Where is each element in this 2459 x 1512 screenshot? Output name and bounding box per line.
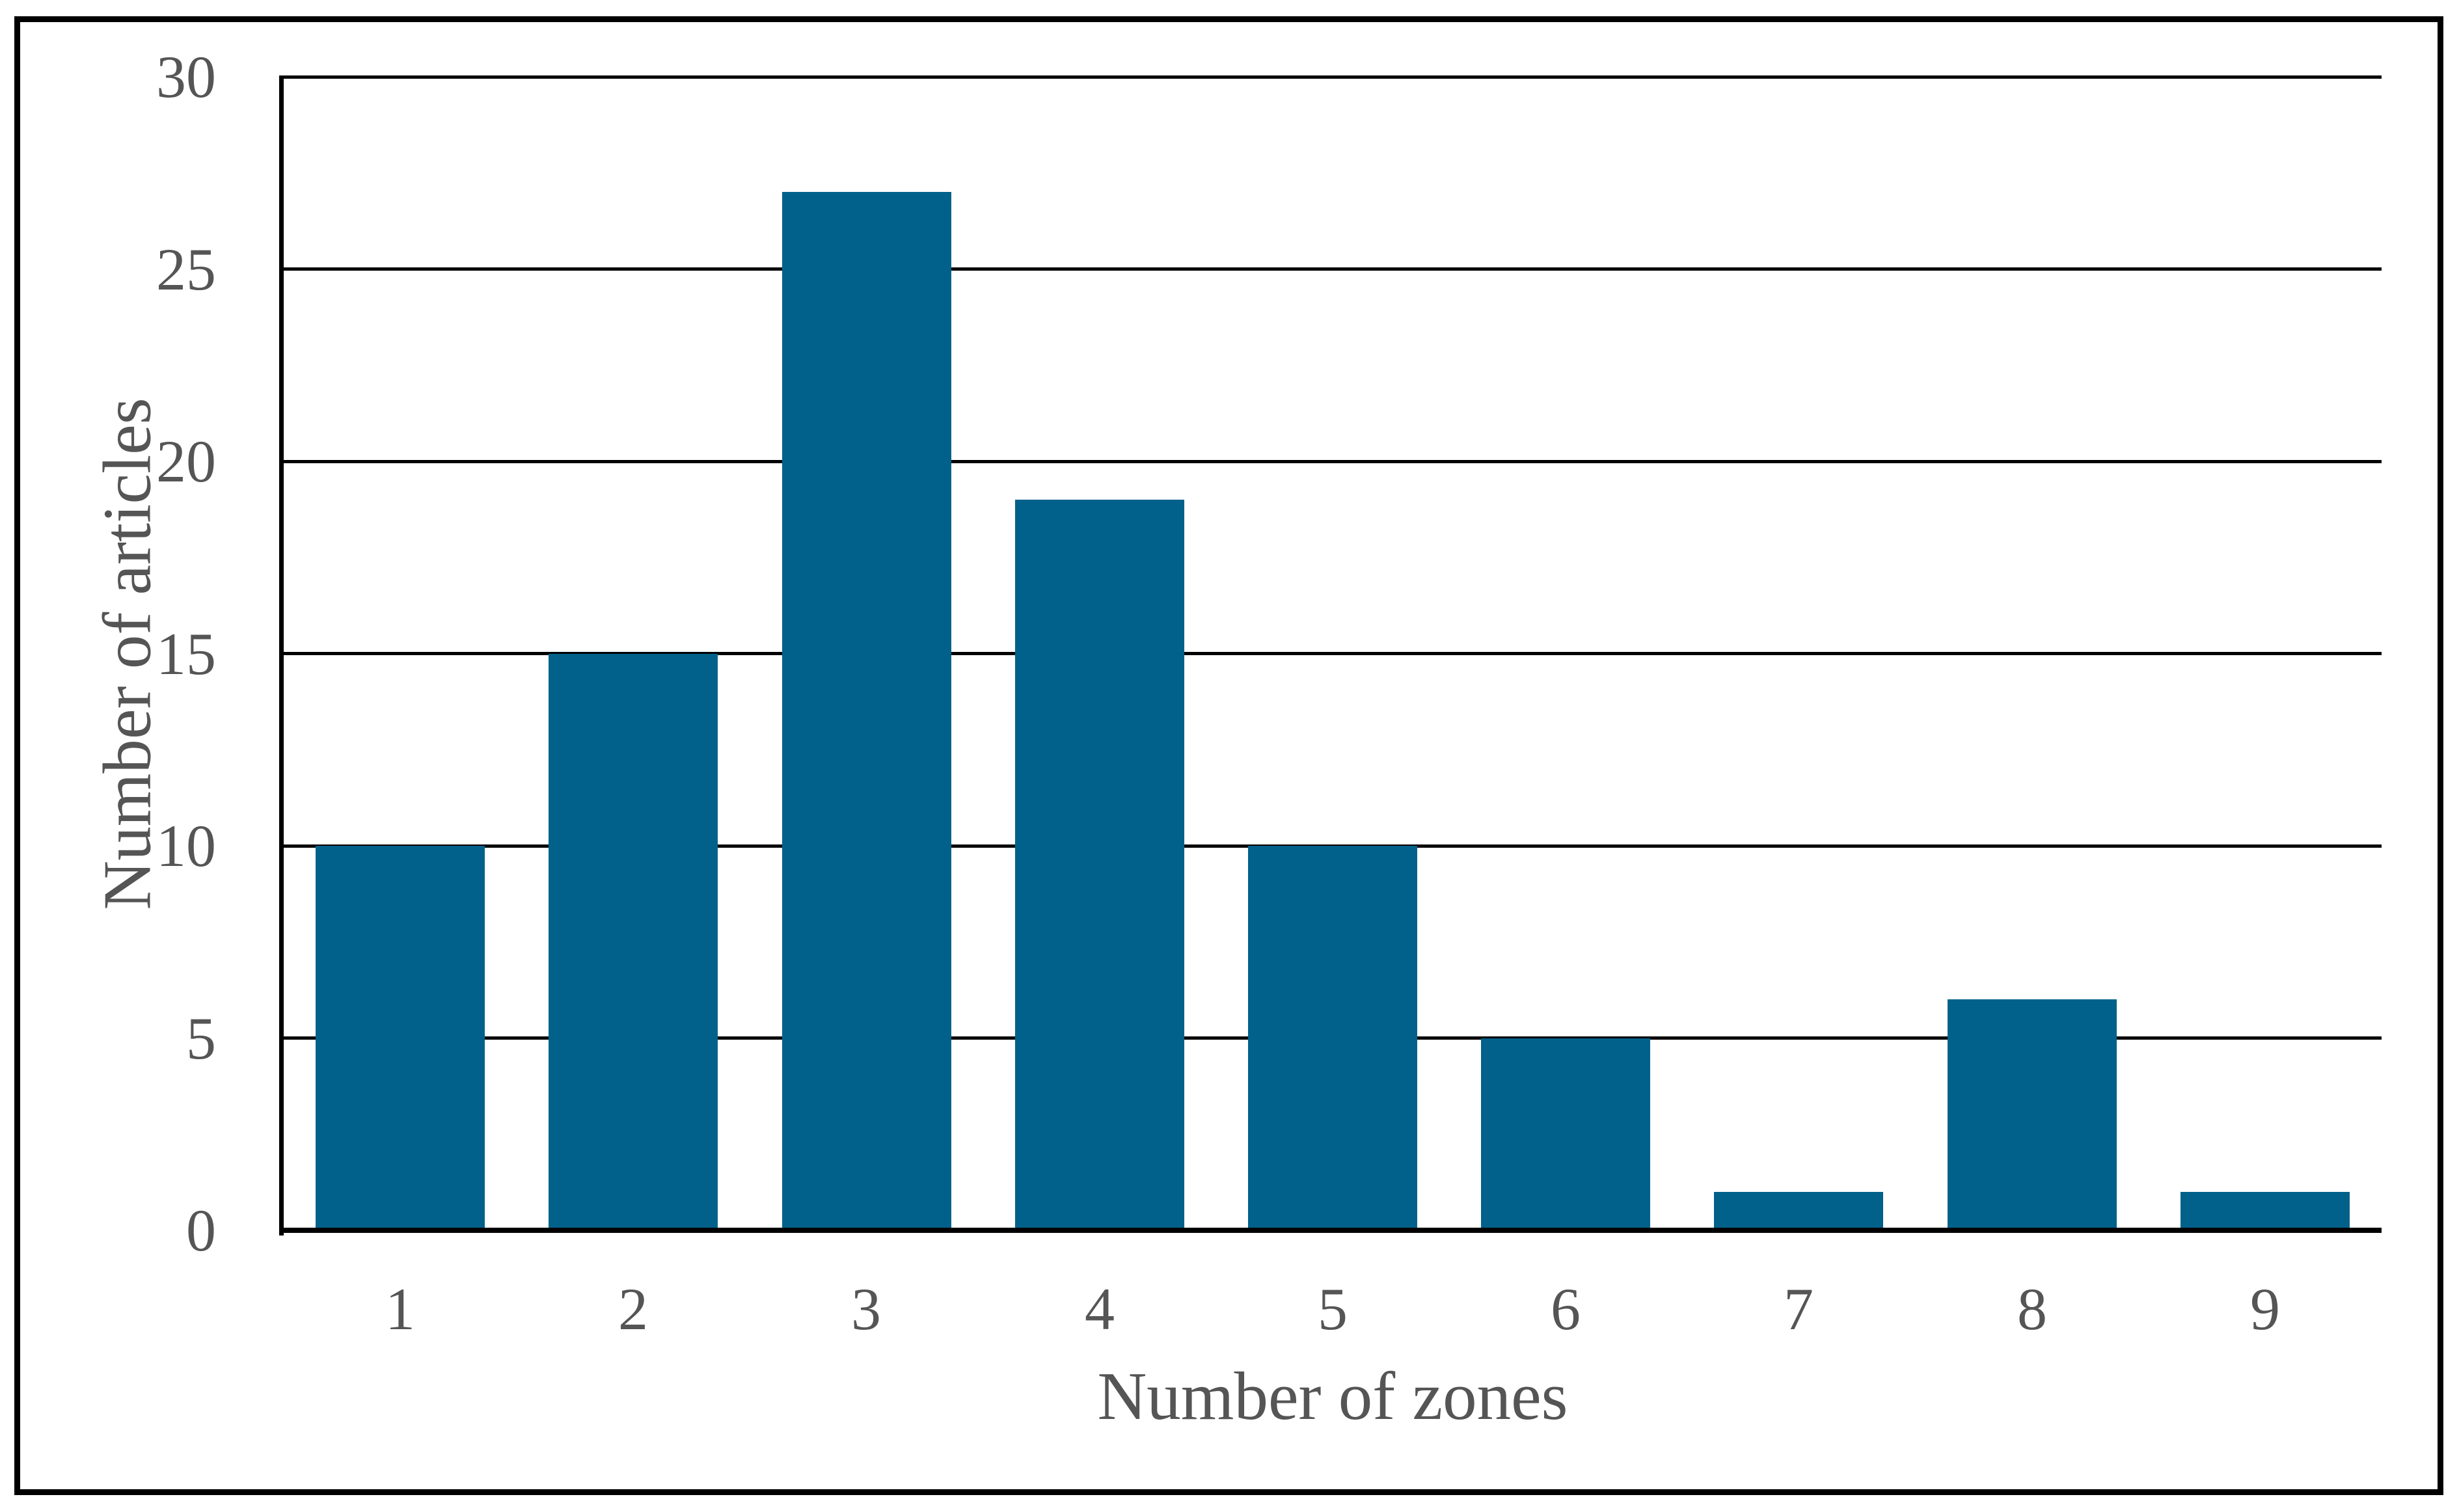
y-tick-label-15: 15 — [156, 621, 216, 687]
x-tick-label-4: 4 — [1085, 1276, 1115, 1342]
gridline-20 — [279, 460, 2382, 463]
y-tick-label-0: 0 — [186, 1197, 216, 1263]
gridline-30 — [279, 75, 2382, 79]
x-tick-label-7: 7 — [1784, 1276, 1814, 1342]
figure-border — [14, 16, 2443, 1495]
x-axis-line — [279, 1228, 2382, 1233]
bar-zone-9 — [2180, 1192, 2350, 1230]
gridline-15 — [279, 652, 2382, 655]
x-tick-label-3: 3 — [851, 1276, 881, 1342]
x-axis-title: Number of zones — [1097, 1358, 1568, 1434]
x-tick-label-1: 1 — [385, 1276, 415, 1342]
bar-zone-3 — [782, 192, 951, 1230]
bar-zone-8 — [1948, 999, 2117, 1230]
x-tick-label-2: 2 — [618, 1276, 648, 1342]
y-tick-label-5: 5 — [186, 1005, 216, 1072]
bar-zone-1 — [316, 846, 485, 1230]
bar-zone-2 — [549, 654, 718, 1231]
y-tick-label-10: 10 — [156, 813, 216, 879]
gridline-25 — [279, 267, 2382, 271]
bar-zone-5 — [1248, 846, 1417, 1230]
y-axis-line — [279, 77, 284, 1235]
y-tick-label-25: 25 — [156, 236, 216, 303]
bar-zone-4 — [1015, 500, 1184, 1230]
bar-zone-7 — [1714, 1192, 1883, 1230]
x-tick-label-8: 8 — [2017, 1276, 2047, 1342]
x-tick-label-5: 5 — [1318, 1276, 1348, 1342]
y-tick-label-20: 20 — [156, 428, 216, 494]
x-tick-label-9: 9 — [2250, 1276, 2280, 1342]
x-tick-label-6: 6 — [1551, 1276, 1581, 1342]
y-tick-label-30: 30 — [156, 44, 216, 110]
bar-zone-6 — [1481, 1038, 1650, 1231]
